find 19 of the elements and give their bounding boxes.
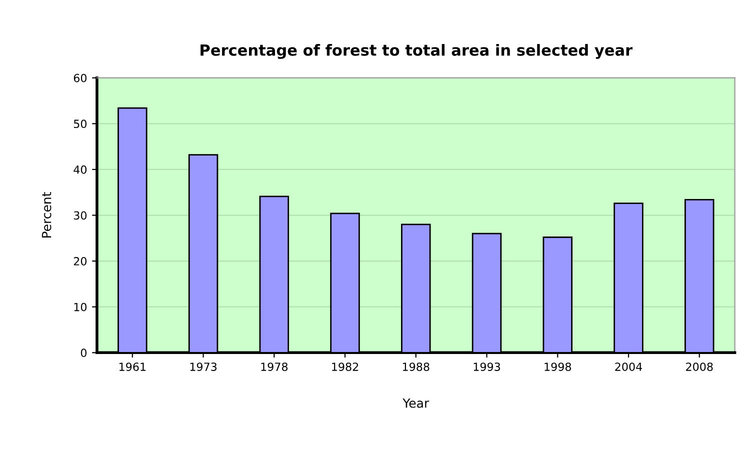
x-tick-label: 1998 bbox=[544, 362, 572, 371]
x-tick-label: 1973 bbox=[190, 362, 217, 371]
chart-title: Percentage of forest to total area in selected year bbox=[200, 44, 633, 59]
y-tick-label: 0 bbox=[80, 348, 87, 358]
x-axis-title: Year bbox=[402, 398, 430, 408]
y-tick-label: 20 bbox=[74, 257, 87, 266]
x-tick-label: 1982 bbox=[332, 362, 358, 371]
x-tick-label: 1993 bbox=[474, 362, 500, 371]
y-tick-label: 10 bbox=[74, 302, 87, 312]
x-tick-label: 2008 bbox=[686, 362, 713, 371]
y-tick-label: 30 bbox=[74, 211, 87, 220]
y-tick-label: 50 bbox=[74, 120, 87, 128]
x-tick-label: 1978 bbox=[261, 362, 288, 371]
y-tick-label: 60 bbox=[74, 74, 87, 82]
x-tick-label: 1961 bbox=[119, 362, 146, 371]
y-tick-label: 40 bbox=[74, 165, 87, 174]
y-axis-title: Percent bbox=[42, 192, 52, 238]
x-tick-label: 1988 bbox=[402, 362, 430, 371]
x-tick-label: 2004 bbox=[615, 362, 642, 371]
